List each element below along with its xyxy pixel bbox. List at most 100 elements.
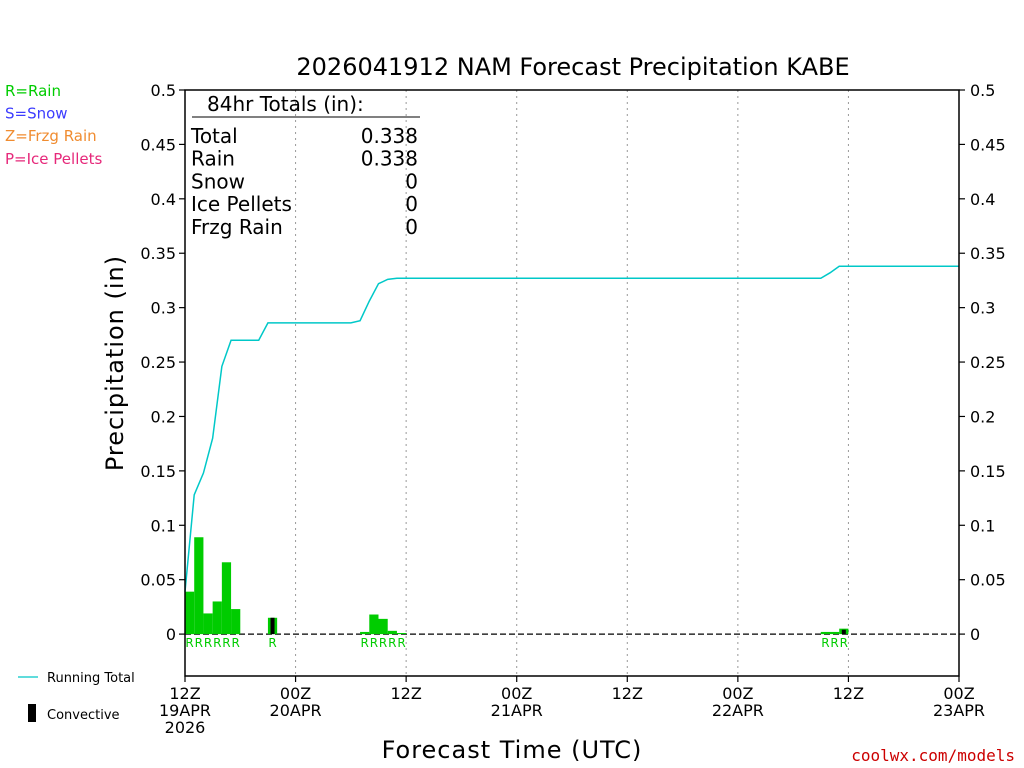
bars-layer <box>185 537 849 635</box>
totals-row-label: Ice Pellets <box>191 192 292 216</box>
ptype-label: R <box>185 636 193 650</box>
y-tick-label-right: 0.4 <box>970 190 995 209</box>
ptype-label: R <box>361 636 369 650</box>
totals-row-value: 0.338 <box>361 124 418 148</box>
precip-bar <box>194 537 204 635</box>
x-tick-label: 12Z <box>390 684 421 703</box>
y-tick-label-right: 0.3 <box>970 299 995 318</box>
precip-bar <box>221 562 232 635</box>
precip-bar <box>369 614 379 635</box>
y-tick-label-left: 0.25 <box>140 353 176 372</box>
x-tick-label: 21APR <box>491 701 543 720</box>
ptype-label: R <box>379 636 387 650</box>
ptype-legend-item: S=Snow <box>5 105 68 123</box>
credit-text: coolwx.com/models <box>851 746 1015 765</box>
x-axis-label: Forecast Time (UTC) <box>382 736 643 764</box>
y-tick-label-left: 0.05 <box>140 571 176 590</box>
precip-bar <box>360 631 370 635</box>
totals-row-label: Snow <box>191 169 245 193</box>
convective-bar <box>270 617 275 635</box>
convective-legend-swatch <box>28 704 36 722</box>
y-tick-label-left: 0.45 <box>140 135 176 154</box>
y-tick-label-left: 0.1 <box>151 516 176 535</box>
totals-row-label: Total <box>190 124 238 148</box>
plot-frame <box>184 89 960 677</box>
x-tick-label: 00Z <box>722 684 753 703</box>
ptype-label: R <box>213 636 221 650</box>
totals-rows: Total 0.338 Rain 0.338 Snow 0 Ice Pellets 0 Frzg… <box>190 124 418 239</box>
x-tick-label: 12Z <box>169 684 200 703</box>
precip-bar <box>830 631 840 635</box>
precip-bar <box>212 601 222 635</box>
y-tick-label-left: 0.35 <box>140 244 176 263</box>
ptype-legend: R=Rain S=Snow Z=Frzg Rain P=Ice Pellets <box>5 82 102 168</box>
x-tick-label: 00Z <box>501 684 532 703</box>
ptype-label: R <box>397 636 405 650</box>
ptype-legend-item: P=Ice Pellets <box>5 150 102 168</box>
ptype-label: R <box>821 636 829 650</box>
ptype-legend-item: R=Rain <box>5 82 61 100</box>
y-axis-left: 0 0.05 0.1 0.15 0.2 0.25 0.3 0.35 0.4 0.45 0.5 <box>140 81 185 644</box>
totals-row-value: 0 <box>405 169 418 193</box>
x-tick-label: 2026 <box>165 718 206 737</box>
ptype-label: R <box>232 636 240 650</box>
x-tick-label: 12Z <box>833 684 864 703</box>
y-tick-label-right: 0.5 <box>970 81 995 100</box>
precip-bar <box>396 633 407 635</box>
ptype-label: R <box>222 636 230 650</box>
x-tick-label: 19APR <box>159 701 211 720</box>
x-tick-label: 23APR <box>933 701 985 720</box>
running-total-legend-label: Running Total <box>47 671 135 686</box>
totals-row-label: Rain <box>191 147 235 171</box>
y-axis-label: Precipitation (in) <box>101 255 129 471</box>
y-tick-label-left: 0.5 <box>151 81 176 100</box>
grid-layer <box>185 90 959 676</box>
y-tick-label-right: 0.45 <box>970 135 1006 154</box>
ptype-label: R <box>268 636 276 650</box>
ptype-label: R <box>204 636 212 650</box>
x-tick-label: 00Z <box>280 684 311 703</box>
convective-legend-label: Convective <box>47 708 120 723</box>
totals-row-label: Frzg Rain <box>191 215 283 239</box>
y-tick-label-left: 0.3 <box>151 299 176 318</box>
y-tick-label-left: 0 <box>166 625 176 644</box>
totals-row-value: 0 <box>405 215 418 239</box>
y-tick-label-right: 0.05 <box>970 571 1006 590</box>
y-tick-label-right: 0.1 <box>970 516 995 535</box>
x-tick-label: 00Z <box>943 684 974 703</box>
x-tick-label: 20APR <box>270 701 322 720</box>
precip-bar <box>378 618 388 635</box>
precip-bar <box>203 613 213 635</box>
ptype-label: R <box>388 636 396 650</box>
y-tick-label-right: 0.2 <box>970 407 995 426</box>
y-tick-label-right: 0.25 <box>970 353 1006 372</box>
ptype-label: R <box>830 636 838 650</box>
y-tick-label-left: 0.4 <box>151 190 176 209</box>
y-tick-label-right: 0 <box>970 625 980 644</box>
precip-bar <box>231 609 241 635</box>
running-total-line <box>184 265 959 592</box>
precip-bar <box>820 631 830 635</box>
x-tick-label: 22APR <box>712 701 764 720</box>
y-axis-right: 0 0.05 0.1 0.15 0.2 0.25 0.3 0.35 0.4 0.45 0.5 <box>959 81 1006 644</box>
precip-bar <box>185 591 195 635</box>
line-layer <box>184 265 959 592</box>
y-tick-label-right: 0.15 <box>970 462 1006 481</box>
chart-title: 2026041912 NAM Forecast Precipitation KA… <box>296 53 849 81</box>
convective-bar <box>841 629 846 635</box>
ptype-label: R <box>195 636 203 650</box>
ptype-label: R <box>370 636 378 650</box>
totals-row-value: 0.338 <box>361 147 418 171</box>
totals-row-value: 0 <box>405 192 418 216</box>
x-tick-label: 12Z <box>612 684 643 703</box>
ptype-legend-item: Z=Frzg Rain <box>5 127 97 145</box>
totals-header: 84hr Totals (in): <box>207 92 364 116</box>
y-tick-label-right: 0.35 <box>970 244 1006 263</box>
ptype-label: R <box>840 636 848 650</box>
totals-box: 84hr Totals (in): Total 0.338 Rain 0.338 Sno… <box>190 92 420 239</box>
precip-bar <box>387 630 397 635</box>
y-tick-label-left: 0.2 <box>151 407 176 426</box>
